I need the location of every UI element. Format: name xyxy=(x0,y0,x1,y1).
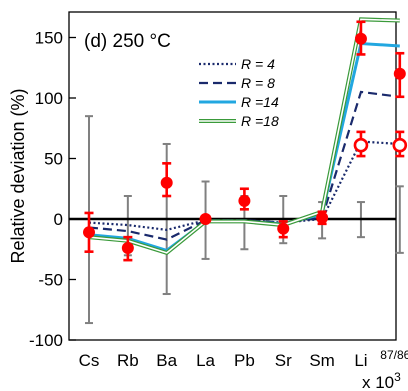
legend-label: R =18 xyxy=(241,113,279,129)
isotope-superscript: 87/86 xyxy=(380,348,408,362)
legend-label: R = 8 xyxy=(241,75,275,91)
y-tick-label: 100 xyxy=(35,89,63,108)
series-line-inner xyxy=(88,18,400,254)
x-category-label: Rb xyxy=(117,351,139,370)
y-axis-label: Relative deviation (%) xyxy=(8,88,28,263)
observed-point xyxy=(199,213,212,225)
x-category-label: La xyxy=(196,351,215,370)
x-category-label: Ba xyxy=(156,351,177,370)
observed-points xyxy=(83,20,408,262)
model-series xyxy=(88,17,400,256)
observed-open-point xyxy=(392,137,408,153)
observed-point xyxy=(277,222,290,235)
observed-open-point xyxy=(353,137,369,153)
legend-label: R =14 xyxy=(241,94,279,110)
legend: R = 4 R = 8 R =14 R =18 xyxy=(199,56,279,129)
series-line xyxy=(88,140,400,232)
y-tick-label: 150 xyxy=(35,29,63,48)
x-category-label: Li xyxy=(354,351,367,370)
plot-frame xyxy=(68,11,397,341)
x-unit-exponent: 3 xyxy=(394,370,401,384)
x-category-label: Sr xyxy=(275,351,292,370)
x-category-label: 87/86Sr xyxy=(380,348,408,370)
x-unit-base: x 10 xyxy=(362,373,394,391)
y-tick-label: -100 xyxy=(29,331,63,350)
y-tick-label: -50 xyxy=(38,271,63,290)
legend-label: R = 4 xyxy=(241,56,275,72)
observed-point xyxy=(354,32,367,45)
observed-point xyxy=(238,194,251,207)
observed-point xyxy=(121,242,134,255)
observed-point xyxy=(83,226,95,239)
x-category-label: Sm xyxy=(309,351,335,370)
observed-point xyxy=(393,67,406,80)
y-tick-label: 50 xyxy=(44,150,63,169)
x-category-label: Pb xyxy=(234,351,255,370)
y-axis: 150 100 50 0 -50 -100 xyxy=(29,29,76,350)
x-axis: Cs Rb Ba La Pb Sr Sm Li 87/86Sr xyxy=(79,348,408,370)
observed-point xyxy=(316,211,329,224)
x-unit-note: x 103 xyxy=(362,370,401,391)
panel-title: (d) 250 °C xyxy=(84,31,171,52)
observed-point xyxy=(160,176,173,189)
y-tick-label: 0 xyxy=(54,210,63,229)
x-category-label: Cs xyxy=(79,351,100,370)
